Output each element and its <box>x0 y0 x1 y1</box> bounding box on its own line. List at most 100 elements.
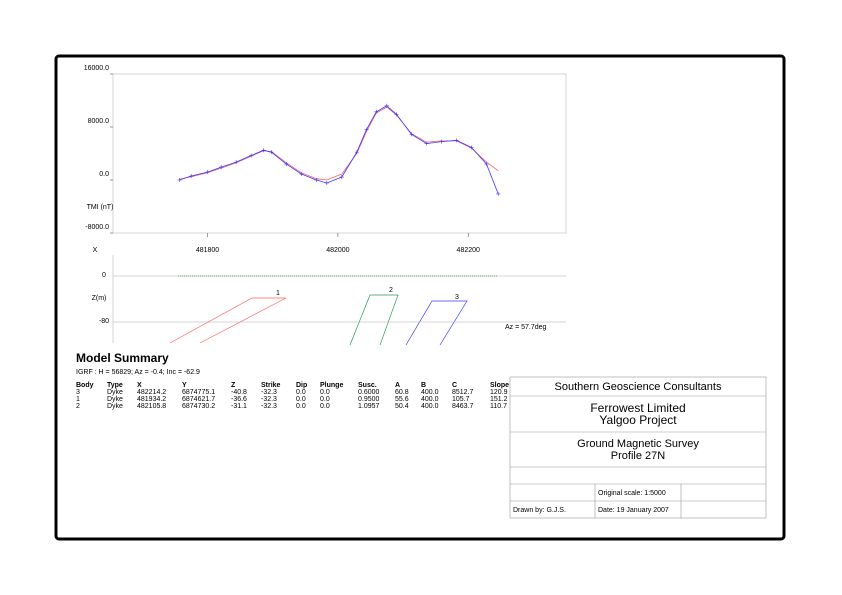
profile: Profile 27N <box>611 450 665 462</box>
point-marker <box>205 170 210 175</box>
point-marker <box>409 132 414 137</box>
table-cell: 50.4 <box>395 403 409 410</box>
table-header: Strike <box>261 382 281 389</box>
point-marker <box>354 150 359 155</box>
point-marker <box>261 148 266 153</box>
point-marker <box>234 160 239 165</box>
dyke-3 <box>405 300 468 346</box>
z-tick-label: 0 <box>102 272 106 279</box>
point-marker <box>439 139 444 144</box>
table-cell: 400.0 <box>421 403 439 410</box>
y-tick-label: 8000.0 <box>88 118 110 125</box>
table-cell: 0.6000 <box>358 389 380 396</box>
table-cell: 1 <box>76 396 80 403</box>
igrf: IGRF : H = 56829; Az = -0.4; Inc = -62.9 <box>76 369 200 376</box>
y-tick-label: 0.0 <box>99 171 109 178</box>
table-cell: 3 <box>76 389 80 396</box>
y-tick-label: 16000.0 <box>84 65 109 72</box>
table-cell: 481934.2 <box>137 396 166 403</box>
point-marker <box>249 153 254 158</box>
table-cell: 482105.8 <box>137 403 166 410</box>
table-cell: 1.0957 <box>358 403 380 410</box>
dyke-1 <box>169 297 287 344</box>
table-header: X <box>137 382 142 389</box>
point-marker <box>177 178 182 182</box>
z-axis-label: Z(m) <box>92 295 107 302</box>
table-cell: 400.0 <box>421 389 439 396</box>
table-cell: Dyke <box>107 396 123 403</box>
table-cell: -36.6 <box>231 396 247 403</box>
summary-title: Model Summary <box>76 351 169 365</box>
drawn-by: Drawn by: G.J.S. <box>513 507 566 514</box>
table-cell: -40.8 <box>231 389 247 396</box>
title-block-grid <box>509 376 767 519</box>
scale: Original scale: 1:5000 <box>598 490 666 497</box>
table-cell: 151.2 <box>490 396 508 403</box>
point-marker <box>496 191 501 196</box>
x-tick-label: 482000 <box>326 247 349 254</box>
table-header: Slope <box>490 382 509 389</box>
sheet-border <box>54 54 786 541</box>
client: Ferrowest Limited <box>590 401 685 415</box>
table-cell: -31.1 <box>231 403 247 410</box>
table-header: Y <box>182 382 187 389</box>
company: Southern Geoscience Consultants <box>555 381 722 393</box>
date: Date: 19 January 2007 <box>598 507 669 514</box>
table-cell: 0.0 <box>320 396 330 403</box>
point-marker <box>394 112 399 117</box>
body-label: 3 <box>455 294 459 301</box>
table-header: Susc. <box>358 382 377 389</box>
point-marker <box>374 109 379 114</box>
table-cell: 6874730.2 <box>182 403 215 410</box>
project: Yalgoo Project <box>599 413 677 427</box>
table-cell: 60.8 <box>395 389 409 396</box>
table-cell: 6874621.7 <box>182 396 215 403</box>
table-cell: -32.3 <box>261 389 277 396</box>
table-cell: 55.6 <box>395 396 409 403</box>
point-marker <box>339 175 344 180</box>
x-axis-label: X <box>93 247 98 254</box>
table-cell: 0.0 <box>296 389 306 396</box>
table-cell: -32.3 <box>261 396 277 403</box>
point-marker <box>424 141 429 146</box>
table-cell: 120.9 <box>490 389 508 396</box>
point-marker <box>299 172 304 177</box>
point-marker <box>469 145 474 150</box>
point-marker <box>454 138 459 143</box>
point-marker <box>189 174 194 179</box>
table-cell: Dyke <box>107 403 123 410</box>
table-header: Z <box>231 382 236 389</box>
table-cell: 0.0 <box>296 403 306 410</box>
table-cell: 0.0 <box>296 396 306 403</box>
dyke-2 <box>349 294 399 346</box>
table-cell: 400.0 <box>421 396 439 403</box>
table-cell: 0.0 <box>320 389 330 396</box>
point-marker <box>484 162 489 167</box>
table-header: B <box>421 382 426 389</box>
dykes <box>169 294 468 346</box>
series-line <box>179 106 499 181</box>
table-cell: 482214.2 <box>137 389 166 396</box>
table-cell: 0.9500 <box>358 396 380 403</box>
point-marker <box>364 127 369 132</box>
plot-frame <box>112 73 567 234</box>
y-axis-label: TMI (nT) <box>87 204 114 211</box>
survey: Ground Magnetic Survey <box>577 438 699 450</box>
series-line <box>179 105 499 195</box>
table-cell: 8512.7 <box>452 389 474 396</box>
point-marker <box>269 150 274 155</box>
point-marker <box>384 103 389 108</box>
table-cell: -32.3 <box>261 403 277 410</box>
point-marker <box>284 162 289 167</box>
table-cell: Dyke <box>107 389 123 396</box>
y-tick-label: -8000.0 <box>85 224 109 231</box>
body-label: 2 <box>389 287 393 294</box>
z-tick-label: -80 <box>99 318 109 325</box>
table-header: Dip <box>296 382 307 389</box>
point-marker <box>314 178 319 182</box>
table-cell: 2 <box>76 403 80 410</box>
azimuth: Az = 57.7deg <box>505 324 547 331</box>
body-label: 1 <box>276 290 280 297</box>
table-header: Body <box>76 382 94 389</box>
